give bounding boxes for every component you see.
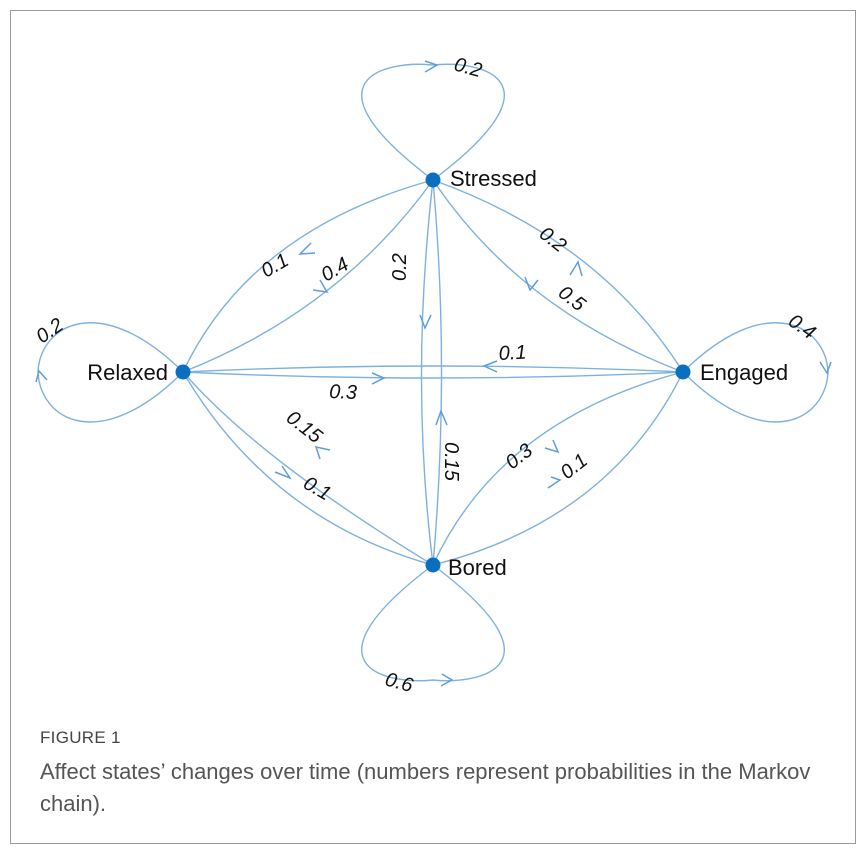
prob-relaxed-stressed: 0.4 <box>318 253 353 286</box>
prob-engaged-bored: 0.3 <box>502 439 537 473</box>
arrowhead-bored-bored <box>440 673 454 687</box>
edge-bored-bored <box>361 564 505 682</box>
prob-bored-engaged: 0.1 <box>557 449 592 483</box>
node-stressed <box>425 172 441 188</box>
figure-caption: Affect states’ changes over time (number… <box>40 759 811 816</box>
edge-engaged-relaxed <box>182 365 684 373</box>
prob-stressed-bored: 0.2 <box>389 253 411 281</box>
edge-stressed-bored <box>420 179 434 566</box>
edge-relaxed-stressed <box>182 179 434 373</box>
arrowhead-bored-relaxed <box>314 445 331 460</box>
prob-stressed-stressed: 0.2 <box>452 54 485 82</box>
arrowhead-bored-engaged <box>547 476 562 489</box>
edge-bored-stressed <box>432 179 443 566</box>
arrowhead-stressed-engaged <box>524 276 539 292</box>
node-label-engaged: Engaged <box>700 360 788 385</box>
arrowhead-relaxed-bored <box>274 465 292 480</box>
arrowhead-engaged-stressed <box>569 260 583 277</box>
figure-label: FIGURE 1 <box>40 728 121 747</box>
edge-engaged-bored <box>432 371 684 566</box>
edge-stressed-stressed <box>361 63 505 181</box>
arrowhead-engaged-relaxed <box>482 360 498 373</box>
edge-bored-engaged <box>432 371 684 566</box>
node-engaged <box>675 364 691 380</box>
prob-bored-stressed: 0.15 <box>440 442 462 482</box>
arrowhead-engaged-engaged <box>819 361 832 375</box>
node-relaxed <box>175 364 191 380</box>
arrowhead-relaxed-relaxed <box>35 369 48 383</box>
node-label-relaxed: Relaxed <box>87 360 168 385</box>
prob-stressed-engaged: 0.5 <box>554 282 590 317</box>
prob-bored-relaxed: 0.15 <box>282 407 327 449</box>
arrowhead-stressed-bored <box>419 314 432 330</box>
prob-relaxed-bored: 0.1 <box>300 472 335 505</box>
prob-relaxed-relaxed: 0.2 <box>32 314 67 348</box>
arrowhead-bored-stressed <box>435 408 448 426</box>
node-bored <box>425 557 441 573</box>
edge-stressed-relaxed <box>182 179 434 373</box>
edge-bored-relaxed <box>182 371 434 566</box>
edge-engaged-stressed <box>432 179 684 373</box>
prob-bored-bored: 0.6 <box>383 669 416 698</box>
prob-engaged-relaxed: 0.1 <box>498 342 527 365</box>
arrowhead-engaged-bored <box>544 439 560 454</box>
arrowhead-stressed-stressed <box>424 60 439 73</box>
node-label-bored: Bored <box>448 555 507 580</box>
edge-relaxed-engaged <box>182 371 684 379</box>
prob-engaged-stressed: 0.2 <box>535 223 570 257</box>
edge-stressed-engaged <box>432 179 684 373</box>
arrowhead-relaxed-stressed <box>312 279 329 293</box>
prob-relaxed-engaged: 0.3 <box>329 381 358 404</box>
node-label-stressed: Stressed <box>450 166 537 191</box>
edge-relaxed-bored <box>182 371 434 566</box>
figure-frame <box>10 10 856 844</box>
arrowhead-relaxed-engaged <box>371 372 386 385</box>
arrowhead-stressed-relaxed <box>298 242 316 255</box>
prob-stressed-relaxed: 0.1 <box>258 249 293 282</box>
